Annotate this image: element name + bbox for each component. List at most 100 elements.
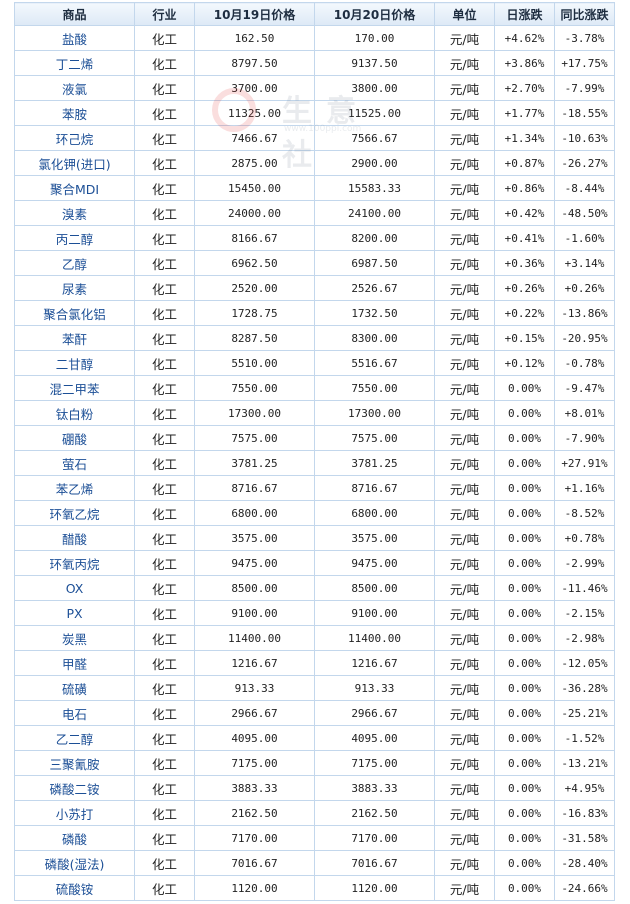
table-row: 磷酸二铵 化工 3883.33 3883.33 元/吨 0.00% +4.95%	[14, 775, 615, 801]
price-oct19-cell: 2875.00	[194, 150, 315, 176]
commodity-name-link[interactable]: 乙醇	[14, 250, 135, 276]
daily-change-cell: +2.70%	[494, 75, 555, 101]
price-oct20-cell: 7170.00	[314, 825, 435, 851]
commodity-name-link[interactable]: 混二甲苯	[14, 375, 135, 401]
unit-cell: 元/吨	[434, 725, 495, 751]
header-price-oct20[interactable]: 10月20日价格	[314, 2, 435, 26]
unit-cell: 元/吨	[434, 500, 495, 526]
price-oct20-cell: 1120.00	[314, 875, 435, 901]
price-oct20-cell: 7016.67	[314, 850, 435, 876]
yoy-change-cell: -12.05%	[554, 650, 615, 676]
table-row: 炭黑 化工 11400.00 11400.00 元/吨 0.00% -2.98%	[14, 625, 615, 651]
price-oct20-cell: 2900.00	[314, 150, 435, 176]
industry-cell: 化工	[134, 625, 195, 651]
industry-cell: 化工	[134, 700, 195, 726]
commodity-name-link[interactable]: 丁二烯	[14, 50, 135, 76]
commodity-name-link[interactable]: 聚合MDI	[14, 175, 135, 201]
unit-cell: 元/吨	[434, 575, 495, 601]
header-daily-change[interactable]: 日涨跌	[494, 2, 555, 26]
commodity-name-link[interactable]: 苯胺	[14, 100, 135, 126]
commodity-name-link[interactable]: 环氧丙烷	[14, 550, 135, 576]
industry-cell: 化工	[134, 800, 195, 826]
commodity-name-link[interactable]: 环己烷	[14, 125, 135, 151]
industry-cell: 化工	[134, 125, 195, 151]
header-commodity[interactable]: 商品	[14, 2, 135, 26]
commodity-name-link[interactable]: 电石	[14, 700, 135, 726]
industry-cell: 化工	[134, 725, 195, 751]
commodity-name-link[interactable]: 环氧乙烷	[14, 500, 135, 526]
commodity-name-link[interactable]: 磷酸二铵	[14, 775, 135, 801]
industry-cell: 化工	[134, 575, 195, 601]
industry-cell: 化工	[134, 275, 195, 301]
industry-cell: 化工	[134, 825, 195, 851]
table-row: 甲醛 化工 1216.67 1216.67 元/吨 0.00% -12.05%	[14, 650, 615, 676]
table-row: 溴素 化工 24000.00 24100.00 元/吨 +0.42% -48.50%	[14, 200, 615, 226]
commodity-name-link[interactable]: 乙二醇	[14, 725, 135, 751]
daily-change-cell: +4.62%	[494, 25, 555, 51]
commodity-name-link[interactable]: 苯乙烯	[14, 475, 135, 501]
table-row: OX 化工 8500.00 8500.00 元/吨 0.00% -11.46%	[14, 575, 615, 601]
unit-cell: 元/吨	[434, 775, 495, 801]
commodity-name-link[interactable]: 尿素	[14, 275, 135, 301]
price-oct19-cell: 24000.00	[194, 200, 315, 226]
commodity-name-link[interactable]: 盐酸	[14, 25, 135, 51]
header-industry[interactable]: 行业	[134, 2, 195, 26]
price-oct20-cell: 7550.00	[314, 375, 435, 401]
commodity-name-link[interactable]: 溴素	[14, 200, 135, 226]
yoy-change-cell: -28.40%	[554, 850, 615, 876]
table-header-row: 商品 行业 10月19日价格 10月20日价格 单位 日涨跌 同比涨跌	[14, 2, 615, 26]
yoy-change-cell: -8.52%	[554, 500, 615, 526]
commodity-name-link[interactable]: 小苏打	[14, 800, 135, 826]
table-row: 环己烷 化工 7466.67 7566.67 元/吨 +1.34% -10.63%	[14, 125, 615, 151]
unit-cell: 元/吨	[434, 50, 495, 76]
commodity-name-link[interactable]: 聚合氯化铝	[14, 300, 135, 326]
price-oct19-cell: 5510.00	[194, 350, 315, 376]
price-oct20-cell: 2966.67	[314, 700, 435, 726]
daily-change-cell: 0.00%	[494, 375, 555, 401]
price-oct19-cell: 1216.67	[194, 650, 315, 676]
commodity-name-link[interactable]: 炭黑	[14, 625, 135, 651]
commodity-name-link[interactable]: 氯化钾(进口)	[14, 150, 135, 176]
commodity-name-link[interactable]: 三聚氰胺	[14, 750, 135, 776]
unit-cell: 元/吨	[434, 250, 495, 276]
price-oct20-cell: 9100.00	[314, 600, 435, 626]
commodity-name-link[interactable]: 醋酸	[14, 525, 135, 551]
yoy-change-cell: -26.27%	[554, 150, 615, 176]
commodity-name-link[interactable]: 萤石	[14, 450, 135, 476]
commodity-name-link[interactable]: 磷酸(湿法)	[14, 850, 135, 876]
yoy-change-cell: -2.15%	[554, 600, 615, 626]
price-oct19-cell: 7175.00	[194, 750, 315, 776]
table-row: 二甘醇 化工 5510.00 5516.67 元/吨 +0.12% -0.78%	[14, 350, 615, 376]
commodity-name-link[interactable]: PX	[14, 600, 135, 626]
table-body: 盐酸 化工 162.50 170.00 元/吨 +4.62% -3.78% 丁二烯 化工 8797…	[14, 25, 615, 901]
yoy-change-cell: -9.47%	[554, 375, 615, 401]
commodity-name-link[interactable]: OX	[14, 575, 135, 601]
industry-cell: 化工	[134, 100, 195, 126]
unit-cell: 元/吨	[434, 100, 495, 126]
commodity-name-link[interactable]: 苯酐	[14, 325, 135, 351]
header-price-oct19[interactable]: 10月19日价格	[194, 2, 315, 26]
commodity-name-link[interactable]: 硫磺	[14, 675, 135, 701]
commodity-name-link[interactable]: 液氯	[14, 75, 135, 101]
commodity-name-link[interactable]: 钛白粉	[14, 400, 135, 426]
commodity-name-link[interactable]: 二甘醇	[14, 350, 135, 376]
unit-cell: 元/吨	[434, 675, 495, 701]
price-oct19-cell: 6962.50	[194, 250, 315, 276]
header-unit[interactable]: 单位	[434, 2, 495, 26]
industry-cell: 化工	[134, 650, 195, 676]
table-row: 液氯 化工 3700.00 3800.00 元/吨 +2.70% -7.99%	[14, 75, 615, 101]
daily-change-cell: +0.26%	[494, 275, 555, 301]
header-yoy-change[interactable]: 同比涨跌	[554, 2, 615, 26]
commodity-name-link[interactable]: 丙二醇	[14, 225, 135, 251]
industry-cell: 化工	[134, 600, 195, 626]
commodity-name-link[interactable]: 硫酸铵	[14, 875, 135, 901]
commodity-name-link[interactable]: 硼酸	[14, 425, 135, 451]
unit-cell: 元/吨	[434, 150, 495, 176]
commodity-name-link[interactable]: 磷酸	[14, 825, 135, 851]
commodity-name-link[interactable]: 甲醛	[14, 650, 135, 676]
unit-cell: 元/吨	[434, 875, 495, 901]
table-row: 环氧丙烷 化工 9475.00 9475.00 元/吨 0.00% -2.99%	[14, 550, 615, 576]
daily-change-cell: 0.00%	[494, 725, 555, 751]
industry-cell: 化工	[134, 225, 195, 251]
price-table: 商品 行业 10月19日价格 10月20日价格 单位 日涨跌 同比涨跌 盐酸化工…	[14, 2, 615, 901]
